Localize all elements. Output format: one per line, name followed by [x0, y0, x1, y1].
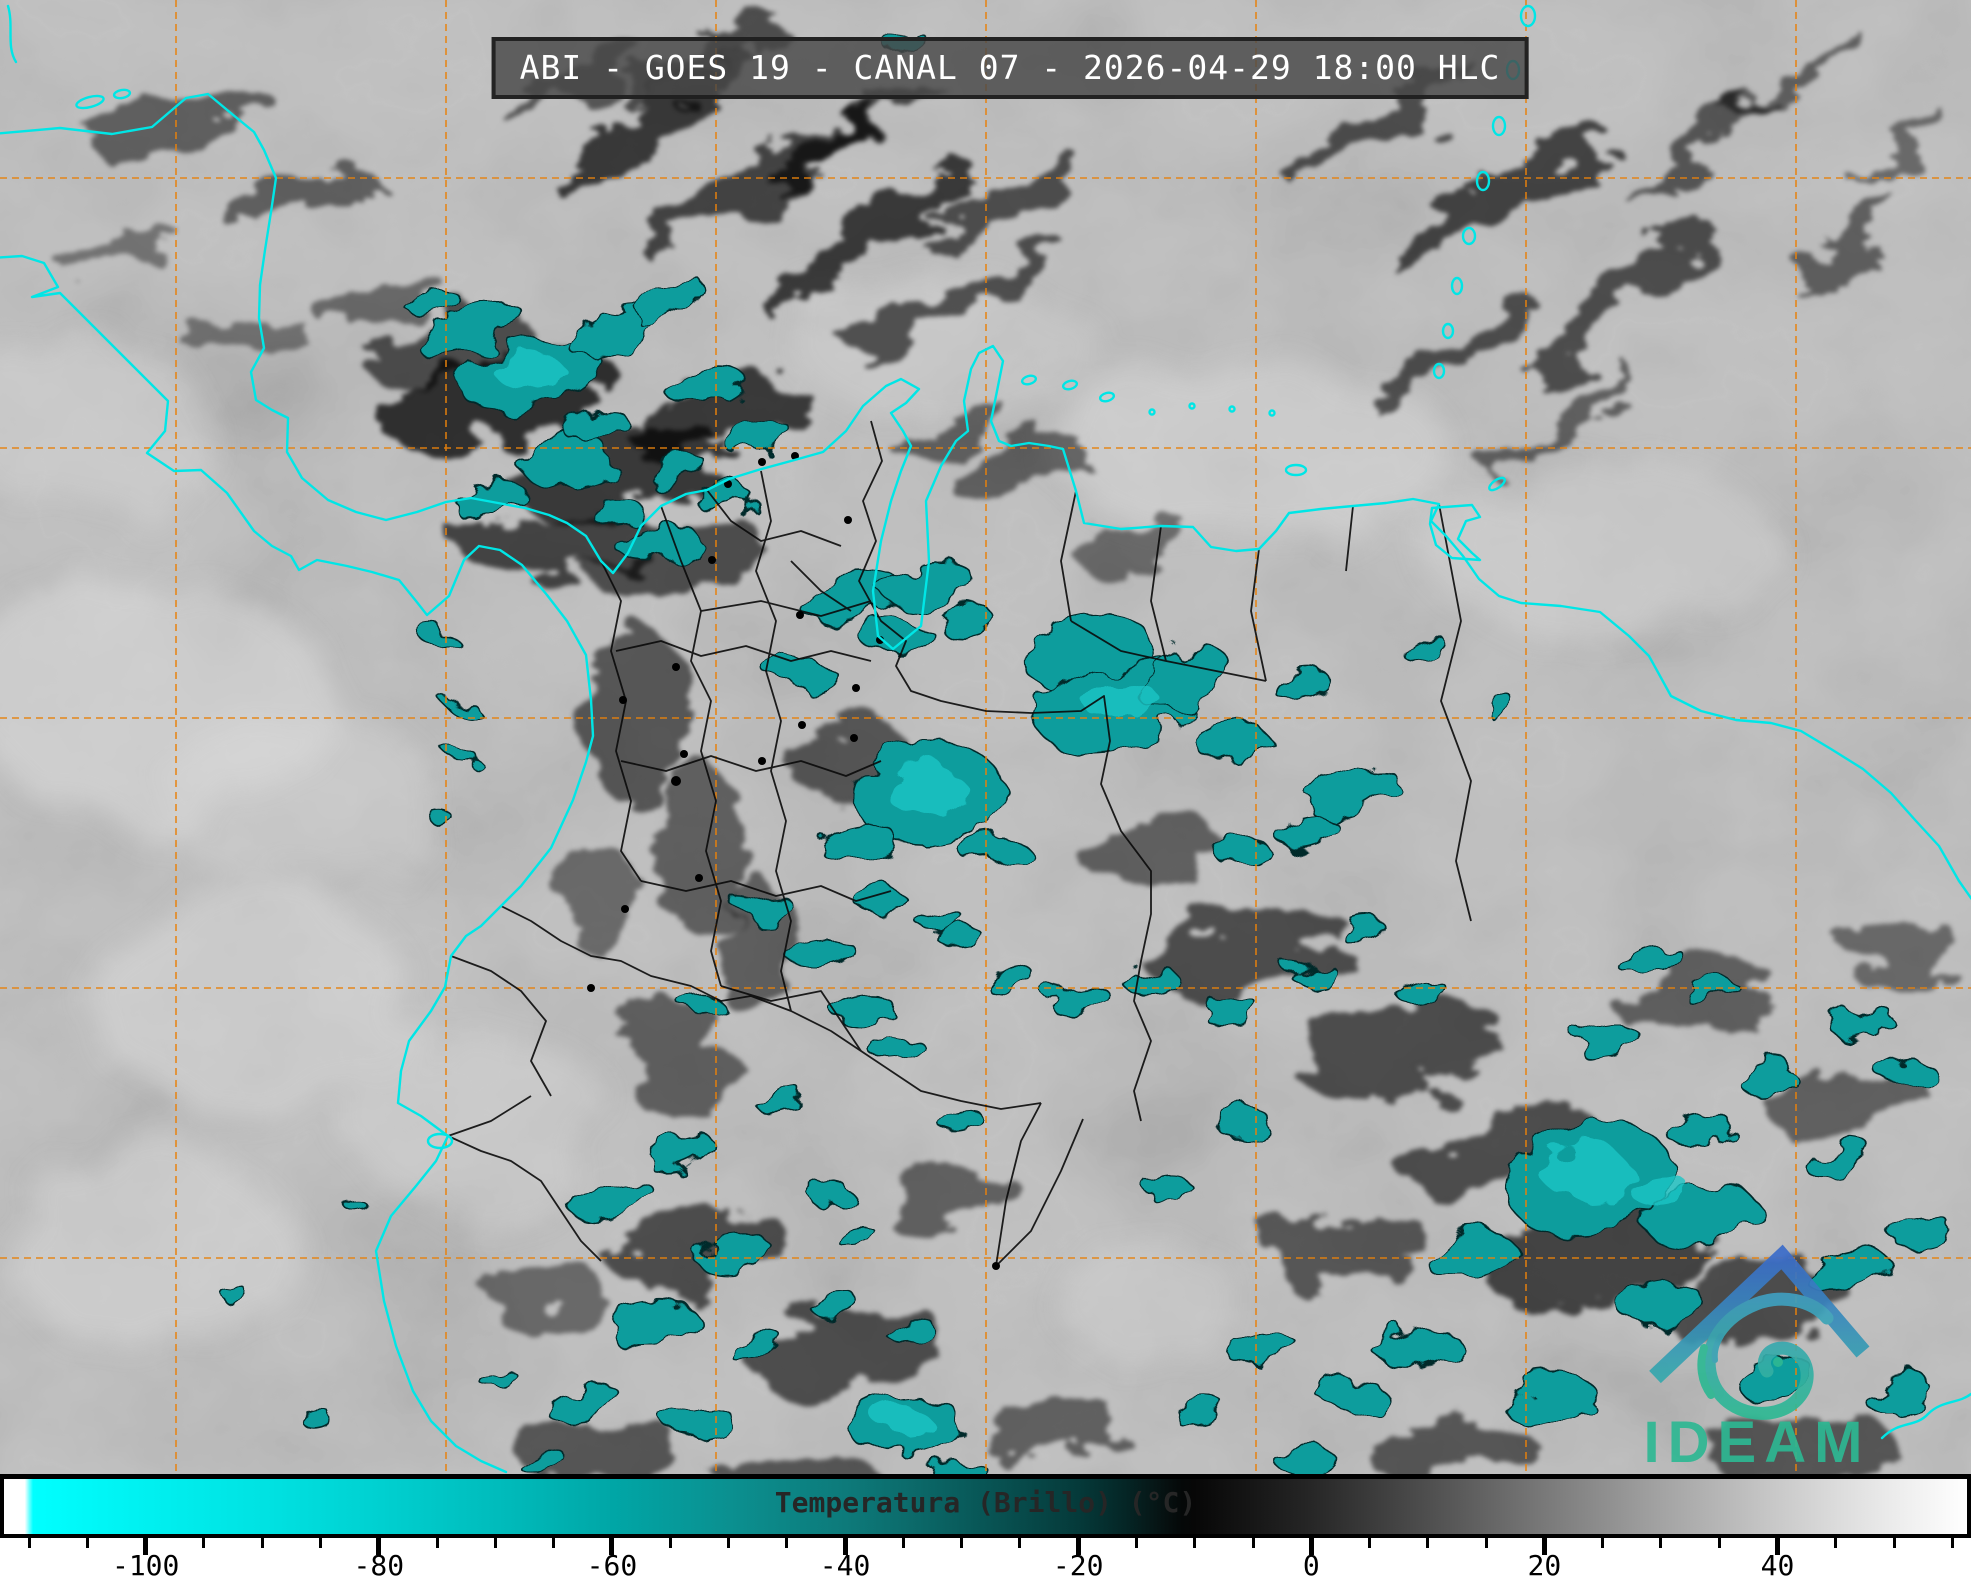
colorbar-tick-label: 0	[1302, 1549, 1320, 1577]
colorbar-tick	[1075, 1538, 1081, 1555]
colorbar-tick-label: -100	[111, 1549, 180, 1577]
colorbar-tick	[960, 1538, 964, 1548]
colorbar-tick	[609, 1538, 615, 1555]
colorbar-tick	[319, 1538, 323, 1548]
colorbar-tick	[668, 1538, 672, 1548]
colorbar-tick	[376, 1538, 382, 1555]
colorbar-tick	[1018, 1538, 1022, 1548]
colorbar-tick	[1484, 1538, 1488, 1548]
coastline-layer	[0, 4, 1971, 1474]
colorbar-tick	[1193, 1538, 1197, 1548]
colorbar-tick	[726, 1538, 730, 1548]
colorbar-tick	[785, 1538, 789, 1548]
ideam-logo: IDEAM	[1644, 1244, 1871, 1474]
colorbar-ticks: -100 -80 -60 -40 -20 0 20 40	[0, 1538, 1971, 1577]
colorbar-tick	[493, 1538, 497, 1548]
colorbar-tick	[1892, 1538, 1896, 1548]
colorbar-tick	[1541, 1538, 1547, 1555]
colorbar-tick	[435, 1538, 439, 1548]
colorbar-tick-label: 20	[1527, 1549, 1562, 1577]
colorbar-tick	[1308, 1538, 1314, 1555]
colorbar-tick	[842, 1538, 848, 1555]
borders-layer	[447, 420, 1472, 1267]
satellite-map-canvas: IDEAM	[0, 0, 1971, 1474]
colorbar-tick	[552, 1538, 556, 1548]
product-title: ABI - GOES 19 - CANAL 07 - 2026-04-29 18…	[519, 48, 1501, 87]
coldest-cloud-cores	[494, 356, 1690, 1434]
colorbar-gradient	[0, 1474, 1971, 1538]
colorbar-tick	[1950, 1538, 1954, 1548]
graticule-layer	[0, 0, 1971, 1474]
colorbar-tick	[1134, 1538, 1138, 1548]
colorbar: Temperatura (Brillo) (°C) -100 -80 -60 -40-…	[0, 1474, 1971, 1577]
colorbar-tick	[1251, 1538, 1255, 1548]
colorbar-tick-label: -40	[819, 1549, 871, 1577]
colorbar-tick	[85, 1538, 89, 1548]
colorbar-tick	[1717, 1538, 1721, 1548]
title-bar: ABI - GOES 19 - CANAL 07 - 2026-04-29 18…	[491, 37, 1529, 100]
colorbar-tick	[143, 1538, 149, 1555]
warm-smooth-layer	[0, 280, 1780, 1360]
colorbar-tick-label: -60	[586, 1549, 638, 1577]
colorbar-tick	[1601, 1538, 1605, 1548]
colorbar-tick	[260, 1538, 264, 1548]
colorbar-label: Temperatura (Brillo) (°C)	[774, 1486, 1197, 1519]
colorbar-tick-label: -20	[1052, 1549, 1104, 1577]
colorbar-tick	[901, 1538, 905, 1548]
colorbar-tick	[1775, 1538, 1780, 1555]
colorbar-tick-label: 40	[1760, 1549, 1795, 1577]
colorbar-tick	[1426, 1538, 1430, 1548]
colorbar-tick	[27, 1538, 31, 1548]
colorbar-tick	[202, 1538, 206, 1548]
ideam-logo-text: IDEAM	[1644, 1410, 1871, 1474]
colorbar-tick	[1368, 1538, 1372, 1548]
colorbar-tick	[1834, 1538, 1838, 1548]
city-dots-layer	[587, 452, 1000, 1270]
colorbar-tick-label: -80	[353, 1549, 405, 1577]
colorbar-tick	[1659, 1538, 1663, 1548]
